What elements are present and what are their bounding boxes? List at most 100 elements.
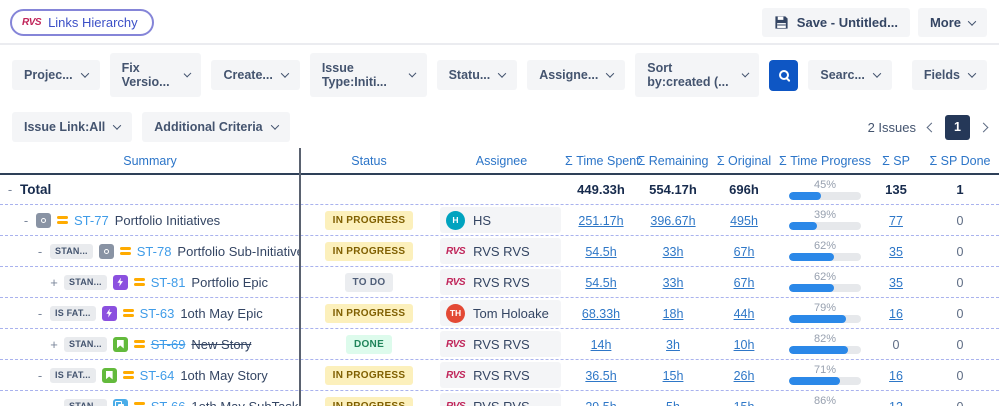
table-body: - Total 449.33h 554.17h 696h 45% 135 1-S… xyxy=(0,175,999,406)
links-hierarchy-button[interactable]: RVS Links Hierarchy xyxy=(10,9,154,36)
remaining-link[interactable]: 5h xyxy=(666,400,680,406)
status-badge: TO DO xyxy=(344,272,394,292)
time-spent-link[interactable]: 68.33h xyxy=(581,306,621,321)
issue-key-link[interactable]: ST-77 xyxy=(74,212,109,228)
time-spent-link[interactable]: 54.5h xyxy=(585,275,617,290)
assignee-cell: TH Tom Holoake xyxy=(438,300,565,326)
column-header-status[interactable]: Status xyxy=(351,153,387,168)
fields-button[interactable]: Fields xyxy=(911,60,987,90)
time-spent-link[interactable]: 251.17h xyxy=(578,213,624,228)
sp-link[interactable]: 12 xyxy=(889,400,903,406)
column-header-time-progress[interactable]: Σ Time Progress xyxy=(779,153,872,168)
progress-bar xyxy=(789,222,861,230)
page-number[interactable]: 1 xyxy=(945,114,970,140)
filter-sort-by[interactable]: Sort by:created (... xyxy=(635,53,760,97)
chevron-down-icon xyxy=(270,121,279,130)
search-button[interactable] xyxy=(769,59,799,91)
column-header-assignee[interactable]: Assignee xyxy=(475,153,528,168)
issue-key-link[interactable]: ST-63 xyxy=(139,305,175,321)
expand-toggle[interactable]: - xyxy=(23,212,29,228)
issue-key-link[interactable]: ST-64 xyxy=(139,367,175,383)
expand-toggle[interactable]: + xyxy=(50,274,58,290)
progress-percent-label: 79% xyxy=(813,302,837,314)
remaining-link[interactable]: 396.67h xyxy=(650,213,696,228)
filter-issue-type[interactable]: Issue Type:Initi... xyxy=(309,53,427,97)
remaining-link[interactable]: 33h xyxy=(662,275,684,290)
original-link[interactable]: 67h xyxy=(733,244,755,259)
column-header-sp[interactable]: Σ SP xyxy=(882,153,910,168)
time-progress-cell: 71% xyxy=(779,365,871,385)
remaining-link[interactable]: 33h xyxy=(662,244,684,259)
filter-label: Create... xyxy=(223,68,273,82)
expand-toggle[interactable]: + xyxy=(50,336,58,352)
time-spent-link[interactable]: 29.5h xyxy=(585,400,616,406)
sp-link[interactable]: 16 xyxy=(889,368,903,383)
summary-cell: - ST-77 Portfolio Initiatives xyxy=(0,212,300,228)
assignee-pill: H HS xyxy=(440,207,561,233)
original-link[interactable]: 26h xyxy=(733,368,755,383)
column-header-remaining[interactable]: Σ Remaining xyxy=(637,153,709,168)
original-link[interactable]: 44h xyxy=(733,306,755,321)
original-link[interactable]: 10h xyxy=(733,337,755,352)
issue-key-link[interactable]: ST-78 xyxy=(136,243,172,259)
sp-link[interactable]: 77 xyxy=(889,213,903,228)
filter-created[interactable]: Create... xyxy=(211,60,300,90)
rvs-logo-avatar: RVS xyxy=(446,338,466,350)
save-button[interactable]: Save - Untitled... xyxy=(761,8,910,37)
progress-percent-label: 71% xyxy=(813,364,837,376)
remaining-link[interactable]: 18h xyxy=(662,306,684,321)
original-link[interactable]: 67h xyxy=(733,275,755,290)
next-page-icon[interactable] xyxy=(978,122,989,132)
sp-link[interactable]: 35 xyxy=(889,275,903,290)
assignee-name: RVS RVS xyxy=(473,274,530,290)
filter-label: Searc... xyxy=(820,68,865,82)
table-row: - IS FAT... ST-63 1oth May Epic IN PROGRESS… xyxy=(0,298,999,329)
filter-status[interactable]: Statu... xyxy=(436,60,518,90)
original-link[interactable]: 15h xyxy=(734,400,755,406)
filter-search[interactable]: Searc... xyxy=(808,60,892,90)
filter-project[interactable]: Projec... xyxy=(12,60,100,90)
time-spent-link[interactable]: 36.5h xyxy=(585,368,617,383)
filter-label: Additional Criteria xyxy=(154,120,263,134)
filter-assignee[interactable]: Assigne... xyxy=(527,60,626,90)
link-type-chip: STAN... xyxy=(64,274,107,290)
remaining-link[interactable]: 3h xyxy=(666,337,680,352)
column-header-sp-done[interactable]: Σ SP Done xyxy=(929,153,991,168)
collapse-toggle[interactable]: - xyxy=(7,182,13,197)
sp-link[interactable]: 16 xyxy=(889,306,903,321)
assignee-pill: RVS RVS RVS xyxy=(440,331,561,357)
summary-cell: - IS FAT... ST-63 1oth May Epic xyxy=(0,305,300,321)
issue-key-link[interactable]: ST-81 xyxy=(150,274,186,290)
expand-toggle[interactable]: - xyxy=(37,367,43,383)
progress-bar xyxy=(789,315,861,323)
expand-toggle[interactable]: - xyxy=(37,305,43,321)
sp-link[interactable]: 35 xyxy=(889,244,903,259)
sp-value: 0 xyxy=(892,337,900,352)
remaining-link[interactable]: 15h xyxy=(662,368,684,383)
expand-toggle[interactable]: - xyxy=(37,243,43,259)
progress-bar xyxy=(789,253,861,261)
rvs-logo-avatar: RVS xyxy=(446,400,466,406)
filter-label: Statu... xyxy=(448,68,491,82)
filter-additional-criteria[interactable]: Additional Criteria xyxy=(142,112,290,142)
time-spent-link[interactable]: 54.5h xyxy=(585,244,617,259)
link-type-chip: IS FAT... xyxy=(50,367,96,383)
assignee-cell: RVS RVS RVS xyxy=(438,269,565,295)
assignee-pill: RVS RVS RVS xyxy=(440,238,561,264)
status-badge: IN PROGRESS xyxy=(324,303,414,323)
filter-fix-version[interactable]: Fix Versio... xyxy=(109,53,202,97)
time-spent-link[interactable]: 14h xyxy=(590,337,612,352)
issue-key-link[interactable]: ST-69 xyxy=(150,336,186,352)
column-header-summary[interactable]: Summary xyxy=(123,153,177,168)
column-header-original[interactable]: Σ Original xyxy=(716,153,772,168)
original-link[interactable]: 495h xyxy=(730,213,758,228)
more-button[interactable]: More xyxy=(917,8,987,37)
filter-label: Fields xyxy=(923,68,960,82)
time-progress-cell: 62% xyxy=(779,272,871,292)
column-header-time-spent[interactable]: Σ Time Spent xyxy=(565,153,640,168)
status-cell: IN PROGRESS xyxy=(300,210,438,230)
issue-key-link[interactable]: ST-66 xyxy=(150,398,186,406)
prev-page-icon[interactable] xyxy=(926,122,937,132)
filter-issue-link[interactable]: Issue Link:All xyxy=(12,112,133,142)
